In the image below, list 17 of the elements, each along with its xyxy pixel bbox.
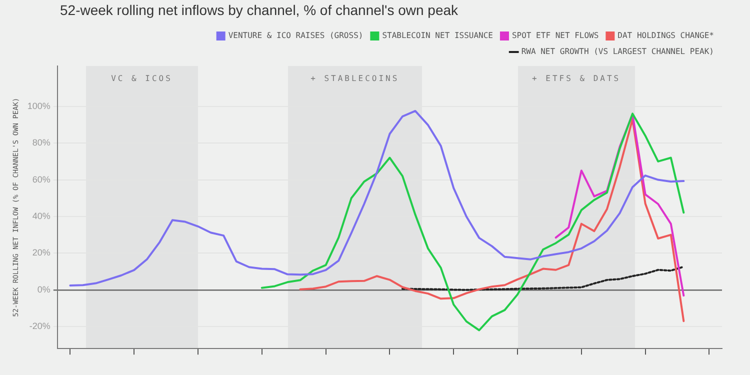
legend-label: DAT HOLDINGS CHANGE* [618,31,714,40]
y-tick-label: 0% [37,284,50,294]
legend-label: SPOT ETF NET FLOWS [512,31,599,40]
legend-label: RWA NET GROWTH (VS LARGEST CHANNEL PEAK) [521,47,714,56]
legend-label: VENTURE & ICO RAISES (GROSS) [228,31,364,40]
annotation: + STABLECOINS [310,74,400,84]
line-series [401,266,685,291]
y-tick-label: 40% [32,210,50,221]
annotation: VC & ICOS [111,74,172,84]
y-tick-label: 100% [27,100,50,111]
y-tick-label: 60% [32,174,50,184]
y-tick-label: -20% [29,321,50,332]
legend-label: STABLECOIN NET ISSUANCE [382,31,494,40]
y-tick-label: 80% [32,138,50,148]
chart-title: 52-week rolling net inflows by channel, % of channel's own peak [60,2,458,18]
annotation: + ETFS & DATS [532,74,621,84]
y-tick-label: 20% [32,248,50,258]
